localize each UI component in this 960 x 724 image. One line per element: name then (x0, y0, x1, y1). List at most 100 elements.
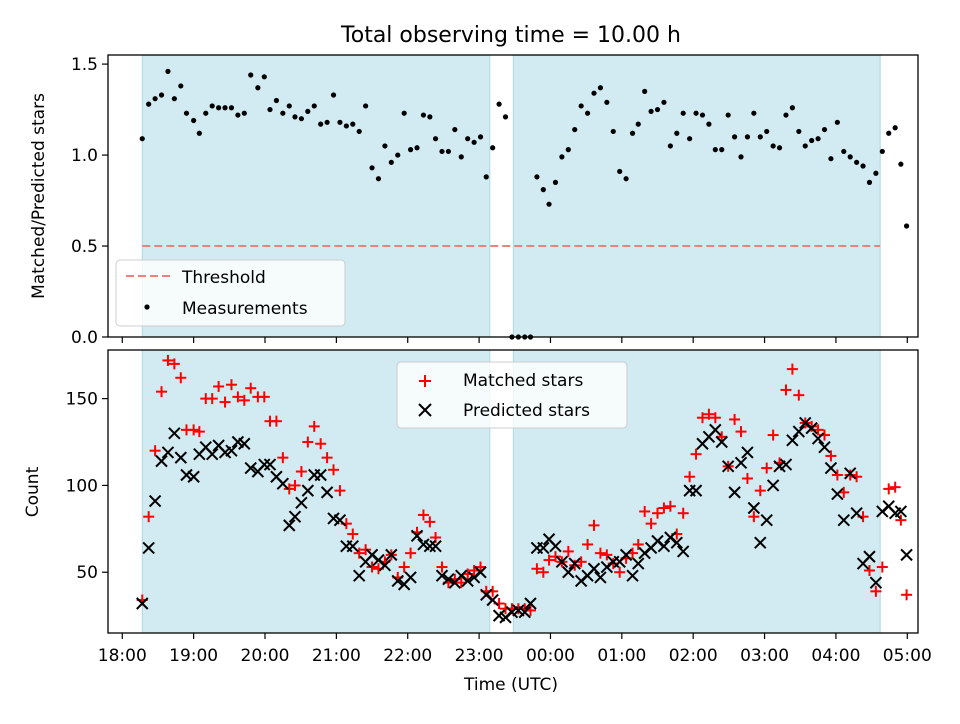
matched-star-point (405, 547, 417, 559)
x-tick-label: 21:00 (312, 646, 361, 666)
measurement-point (273, 97, 280, 104)
matched-star-point (780, 384, 792, 396)
measurement-point (744, 134, 751, 140)
x-tick-label: 19:00 (169, 646, 218, 666)
predicted-star-point (263, 458, 277, 471)
count-axes: 50 100 150 18:00 19:00 20:00 21:00 22:00 23:00 0… (23, 349, 932, 695)
measurement-point (261, 74, 267, 80)
matched-star-point (883, 483, 895, 495)
measurement-point (369, 165, 375, 171)
measurement-point (815, 136, 821, 142)
predicted-star-point (225, 444, 238, 457)
matched-star-point (588, 519, 600, 531)
figure-title: Total observing time = 10.00 h (340, 23, 681, 48)
measurement-point (337, 119, 343, 125)
predicted-star-point (142, 541, 155, 555)
ratio-axes-frame (107, 54, 919, 338)
matched-star-point (175, 372, 187, 384)
measurement-point (635, 121, 641, 127)
matched-star-point (696, 412, 708, 424)
measurement-point (783, 112, 789, 118)
measurement-point (552, 179, 559, 185)
measurement-point (540, 187, 546, 193)
matched-star-point (844, 469, 856, 481)
measurement-point (465, 136, 471, 142)
measurement-point (693, 110, 699, 116)
matched-star-point (664, 500, 676, 512)
measurement-point (642, 88, 648, 94)
measurement-point (667, 143, 673, 149)
observing-interval-2 (512, 54, 881, 338)
count-axes-frame (107, 349, 919, 634)
matched-star-point (283, 483, 295, 495)
predicted-star-point (442, 572, 455, 586)
measurement-point (841, 148, 847, 155)
count-legend-box (396, 361, 628, 429)
measurement-point (496, 101, 502, 107)
ratio-axes: 0.0 0.5 1.0 1.5 Matched/Predicted stars Thr… (29, 54, 919, 348)
measurement-point (178, 83, 184, 89)
measurement-point (834, 119, 840, 125)
predicted-star-point (657, 539, 671, 553)
predicted-star-point (537, 541, 550, 555)
ratio-x-ticks (121, 337, 908, 343)
matched-star-point (156, 386, 168, 398)
predicted-star-point (276, 477, 290, 490)
matched-stars-points (136, 354, 913, 616)
time-x-axis-label: Time (UTC) (463, 675, 558, 695)
predicted-star-point (180, 468, 193, 482)
measurement-point (776, 145, 783, 151)
x-tick-label: 03:00 (740, 646, 789, 666)
measurement-point (152, 96, 158, 102)
matched-star-point (347, 528, 359, 540)
measurement-point (534, 174, 540, 180)
matched-star-point (295, 466, 307, 478)
count-y-axis-label: Count (23, 466, 43, 517)
y-tick-label: 0.0 (71, 328, 98, 348)
x-tick-label: 01:00 (597, 646, 646, 666)
predicted-legend-swatch (418, 403, 432, 417)
y-tick-label: 100 (66, 476, 98, 496)
x-tick-label: 02:00 (669, 646, 718, 666)
matched-star-point (398, 561, 410, 573)
measurement-points (139, 68, 910, 340)
matched-star-point (475, 561, 487, 573)
predicted-star-point (187, 470, 200, 483)
predicted-star-point (831, 487, 844, 501)
predicted-star-point (295, 496, 308, 509)
predicted-star-point (568, 557, 581, 570)
ratio-y-ticks: 0.0 0.5 1.0 1.5 (71, 55, 108, 348)
matched-star-point (709, 412, 721, 424)
measurement-point (350, 121, 356, 127)
matched-star-point (193, 426, 205, 438)
predicted-star-point (486, 593, 499, 607)
measurement-point (770, 143, 776, 149)
measurement-point (432, 136, 439, 142)
matched-star-point (308, 420, 320, 432)
matched-star-point (786, 363, 798, 375)
measurement-point (886, 130, 892, 136)
measurement-point (471, 139, 477, 145)
measurement-point (209, 103, 215, 109)
matched-star-point (582, 538, 594, 550)
predicted-star-point (429, 539, 442, 553)
measurement-point (324, 119, 330, 125)
measurement-point (222, 105, 228, 111)
matched-star-point (677, 507, 689, 519)
matched-star-point (206, 393, 218, 405)
measurement-point (445, 148, 452, 155)
measurement-point (241, 110, 247, 116)
measurement-point (458, 154, 464, 160)
predicted-star-point (410, 529, 424, 542)
matched-star-point (238, 394, 250, 406)
predicted-star-point (689, 484, 703, 497)
y-tick-label: 150 (66, 390, 98, 410)
matched-star-point (889, 481, 901, 493)
measurement-point (407, 147, 414, 153)
predicted-star-point (174, 451, 188, 464)
matched-star-point (735, 426, 747, 438)
measurement-point (158, 92, 165, 98)
measurement-point (191, 117, 197, 124)
predicted-star-point (391, 574, 404, 588)
matched-star-point (793, 389, 805, 401)
